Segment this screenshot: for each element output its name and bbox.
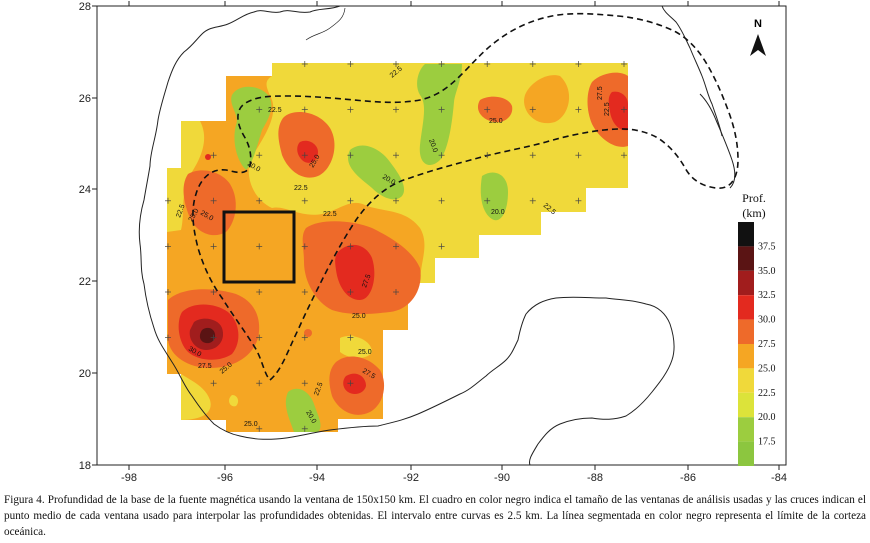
legend-swatch (738, 441, 754, 466)
depth-map-figure: 22.5 27.5 25.0 22.5 20.0 25.0 20.0 25.0 … (79, 1, 787, 484)
north-arrow: N (750, 18, 766, 56)
x-tick-label: -92 (403, 472, 419, 484)
x-tick-label: -88 (587, 472, 603, 484)
legend-level-label: 25.0 (758, 363, 776, 374)
contour-label: 20.0 (427, 138, 438, 153)
legend-level-label: 20.0 (758, 412, 776, 423)
contour-label: 22.5 (323, 211, 337, 218)
x-tick-label: -96 (217, 472, 233, 484)
legend-unit: (km) (742, 206, 765, 220)
contour-label: 25.0 (352, 313, 366, 320)
legend-title: Prof. (742, 191, 766, 205)
contour-label: 20.0 (491, 209, 505, 216)
y-tick-label: 26 (79, 93, 91, 105)
x-tick-label: -84 (771, 472, 787, 484)
coastline (138, 5, 675, 466)
legend-swatch (738, 319, 754, 344)
legend-level-label: 22.5 (758, 388, 776, 399)
legend-level-label: 27.5 (758, 339, 776, 350)
x-tick-label: -94 (309, 472, 325, 484)
green-lows (229, 64, 508, 432)
contour-label: 27.5 (597, 86, 604, 100)
oceanic-crust-boundary (192, 12, 739, 381)
contour-label: 25.0 (489, 118, 503, 125)
window-midpoint-crosses (165, 61, 627, 432)
contour-label: 27.5 (198, 363, 212, 370)
legend-color-bar (738, 222, 754, 466)
legend-level-label: 37.5 (758, 241, 776, 252)
y-tick-label: 20 (79, 368, 91, 380)
legend-swatch (738, 417, 754, 442)
contour-label: 25.0 (244, 421, 258, 428)
figure-caption: Figura 4. Profundidad de la base de la f… (4, 494, 866, 538)
contour-label: 27.5 (361, 273, 372, 288)
x-tick-label: -98 (121, 472, 137, 484)
x-tick-label: -86 (680, 472, 696, 484)
legend-swatch (738, 246, 754, 271)
x-axis-labels: -98 -96 -94 -92 -90 -88 -86 -84 (121, 472, 787, 484)
contour-label: 22.5 (268, 107, 282, 114)
y-tick-label: 28 (79, 1, 91, 13)
depth-legend: Prof. (km) 37.5 35.0 32.5 30.0 27.5 25.0 22.5 2… (738, 191, 776, 466)
contour-label: 22.5 (294, 185, 308, 192)
x-tick-label: -90 (494, 472, 510, 484)
legend-swatch (738, 270, 754, 296)
north-label: N (754, 18, 762, 30)
legend-level-label: 35.0 (758, 266, 776, 277)
y-tick-label: 24 (79, 184, 91, 196)
contour-label: 22.5 (313, 381, 324, 396)
legend-labels: 37.5 35.0 32.5 30.0 27.5 25.0 22.5 20.0 17.5 (758, 241, 776, 447)
axis-ticks (92, 1, 780, 470)
y-axis-labels: 28 26 24 22 20 18 (79, 1, 91, 472)
analysis-window-box (222, 210, 296, 284)
legend-level-label: 17.5 (758, 437, 776, 448)
legend-swatch (738, 392, 754, 418)
legend-level-label: 30.0 (758, 315, 776, 326)
legend-swatch (738, 222, 754, 247)
legend-swatch (738, 344, 754, 369)
y-tick-label: 22 (79, 276, 91, 288)
legend-level-label: 32.5 (758, 290, 776, 301)
legend-swatch (738, 368, 754, 393)
contour-label: 25.0 (358, 349, 372, 356)
north-arrow-icon (750, 34, 766, 56)
contour-label: 22.5 (175, 203, 186, 218)
legend-swatch (738, 295, 754, 320)
contour-label: 22.5 (604, 102, 611, 116)
y-tick-label: 18 (79, 460, 91, 472)
